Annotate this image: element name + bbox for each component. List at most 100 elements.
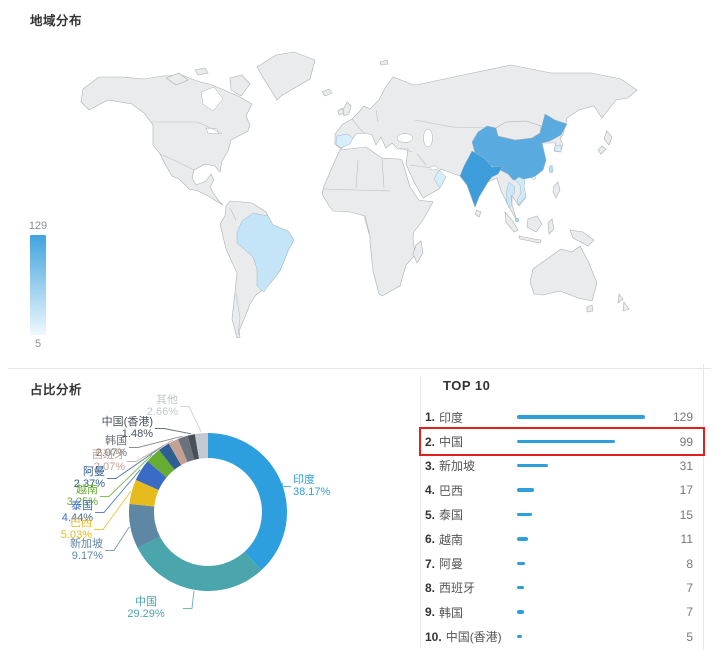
legend-gradient-bar[interactable] xyxy=(30,235,46,335)
legend-max-label: 129 xyxy=(28,220,48,232)
bar-track xyxy=(517,415,649,419)
pie-slice-6[interactable] xyxy=(158,443,182,470)
japan-south xyxy=(597,145,607,155)
top10-row-8[interactable]: 8. 西班牙 7 xyxy=(421,576,703,600)
rank-label: 10. xyxy=(425,629,442,644)
top10-row-4[interactable]: 4. 巴西 17 xyxy=(421,478,703,502)
country-spain[interactable] xyxy=(335,133,354,149)
value-bar xyxy=(517,610,524,614)
top10-row-7[interactable]: 7. 阿曼 8 xyxy=(421,551,703,575)
pie-slice-4[interactable] xyxy=(135,461,167,491)
pie-label-singapore: 新加坡 9.17% xyxy=(70,538,103,562)
country-mongolia xyxy=(495,120,542,141)
country-name: 新加坡 xyxy=(439,459,476,474)
border-africa-3 xyxy=(323,188,391,192)
madagascar xyxy=(412,240,424,264)
country-taiwan[interactable] xyxy=(548,164,554,174)
pie-slice-3[interactable] xyxy=(129,479,159,507)
pie-leader-line-1 xyxy=(183,590,195,609)
value-bar xyxy=(517,415,645,419)
greenland xyxy=(256,51,316,101)
country-name: 巴西 xyxy=(439,483,464,498)
country-oman[interactable] xyxy=(433,169,447,189)
pie-slice-2[interactable] xyxy=(129,503,160,549)
top10-list: 1. 印度 129 2. 中国 99 3. 新加坡 31 4. 巴西 17 5.… xyxy=(419,405,705,649)
country-vietnam[interactable] xyxy=(514,176,527,206)
top10-row-2[interactable]: 2. 中国 99 xyxy=(419,427,705,456)
pie-slice-1[interactable] xyxy=(137,536,262,591)
value-label: 8 xyxy=(686,556,693,571)
pie-label-other: 其他 2.66% xyxy=(146,394,178,418)
top10-row-10[interactable]: 10. 中国(香港) 5 xyxy=(421,625,703,649)
top10-row-3[interactable]: 3. 新加坡 31 xyxy=(421,454,703,478)
pie-leader-line-7 xyxy=(127,439,174,462)
island-baffin xyxy=(229,74,251,97)
rank-label: 9. xyxy=(425,605,436,620)
pie-slice-9[interactable] xyxy=(187,434,200,460)
border-mideast-1 xyxy=(399,147,413,153)
bar-track xyxy=(517,537,649,541)
pie-slice-8[interactable] xyxy=(177,435,195,463)
hudson-bay xyxy=(200,86,224,112)
arctic-island xyxy=(194,67,209,76)
bar-track xyxy=(517,585,649,590)
value-label: 7 xyxy=(686,605,693,620)
pie-label-thailand: 泰国 4.44% xyxy=(61,500,93,524)
pie-label-hongkong: 中国(香港) 1.48% xyxy=(101,416,153,440)
pie-slice-5[interactable] xyxy=(147,450,175,478)
country-hong-kong[interactable] xyxy=(532,176,536,180)
top10-row-1[interactable]: 1. 印度 129 xyxy=(421,405,703,429)
pie-slice-0[interactable] xyxy=(208,433,287,571)
border-africa-2 xyxy=(381,157,385,189)
value-label: 11 xyxy=(680,532,693,547)
country-name: 韩国 xyxy=(439,605,464,620)
persian-gulf xyxy=(429,165,439,171)
value-label: 5 xyxy=(686,629,693,644)
continent-africa xyxy=(321,146,434,297)
border-mideast-2 xyxy=(416,153,427,166)
horizontal-divider xyxy=(8,368,711,369)
sulawesi xyxy=(547,218,555,235)
ireland xyxy=(337,107,345,116)
border-africa-1 xyxy=(355,159,359,189)
bar-track xyxy=(517,634,649,639)
java xyxy=(518,235,542,244)
pie-leader-line-3 xyxy=(94,491,132,530)
border-us-mexico xyxy=(159,153,195,171)
map-section-title: 地域分布 xyxy=(30,14,83,28)
pie-leader-line-2 xyxy=(105,526,130,551)
country-name: 越南 xyxy=(439,532,464,547)
country-india[interactable] xyxy=(459,150,504,208)
top10-row-9[interactable]: 9. 韩国 7 xyxy=(421,600,703,624)
country-name: 西班牙 xyxy=(439,581,476,596)
value-bar xyxy=(517,537,528,541)
top10-row-6[interactable]: 6. 越南 11 xyxy=(421,527,703,551)
great-lakes xyxy=(205,127,220,135)
pie-leader-line-5 xyxy=(100,454,153,497)
value-bar xyxy=(517,512,532,517)
top10-row-5[interactable]: 5. 泰国 15 xyxy=(421,503,703,527)
country-singapore[interactable] xyxy=(514,217,520,223)
country-name: 印度 xyxy=(439,410,464,425)
pie-slice-7[interactable] xyxy=(168,438,188,466)
country-brazil[interactable] xyxy=(236,212,295,293)
pie-slice-10[interactable] xyxy=(194,433,208,459)
bar-track xyxy=(517,463,649,468)
pie-leader-line-10 xyxy=(180,406,202,433)
pie-leader-line-0 xyxy=(281,482,291,487)
pie-label-vietnam: 越南 3.25% xyxy=(66,484,98,508)
country-name: 泰国 xyxy=(439,508,464,523)
pie-label-oman: 阿曼 2.37% xyxy=(73,466,105,490)
vertical-divider xyxy=(420,376,421,648)
bar-track xyxy=(517,439,649,444)
pie-leader-line-8 xyxy=(129,435,183,448)
country-thailand[interactable] xyxy=(505,181,516,209)
world-map xyxy=(80,51,638,339)
border-colombia xyxy=(229,207,237,221)
value-label: 7 xyxy=(686,580,693,595)
value-bar xyxy=(517,463,548,468)
border-chile-argentina xyxy=(235,292,241,336)
country-south-korea[interactable] xyxy=(554,144,562,153)
border-europe-1 xyxy=(351,118,366,135)
country-name: 中国(香港) xyxy=(445,630,502,645)
